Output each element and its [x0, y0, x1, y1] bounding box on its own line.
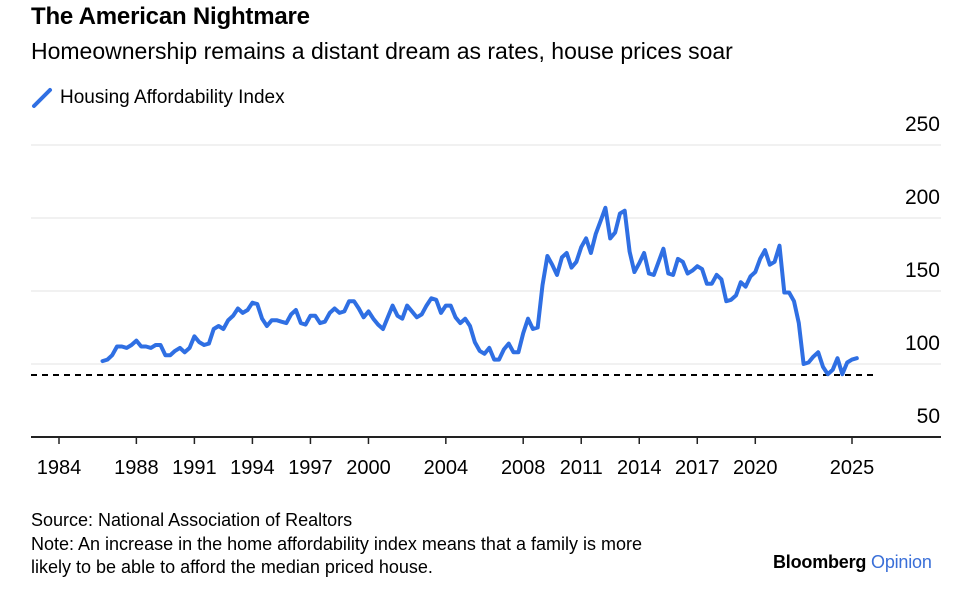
- y-tick-label: 50: [917, 405, 940, 428]
- x-tick-label: 2000: [346, 457, 391, 479]
- series-group: [100, 205, 859, 377]
- x-tick-label: 2020: [733, 457, 778, 479]
- y-tick-label: 200: [905, 186, 940, 209]
- grid-lines: [31, 144, 941, 365]
- y-tick-label: 150: [905, 259, 940, 282]
- x-axis: 1984 1988 1991 1994 1997 2000 2004 2008 2011 2014…: [31, 436, 941, 479]
- x-tick-label: 1988: [114, 457, 159, 479]
- legend-label: Housing Affordability Index: [60, 87, 285, 108]
- x-tick-label: 2025: [830, 457, 875, 479]
- source-note: Source: National Association of Realtors: [31, 510, 353, 530]
- brand-main: Bloomberg: [773, 552, 867, 572]
- chart-title: The American Nightmare: [31, 3, 310, 30]
- line-chart: 50 100 150 200 250 1984 1988 1991 1994 1997 2000 2…: [31, 113, 941, 479]
- y-tick-label: 100: [905, 332, 940, 355]
- legend: Housing Affordability Index: [31, 86, 285, 110]
- note-line-2: likely to be able to afford the median p…: [31, 557, 433, 577]
- brand-logo: Bloomberg Opinion: [773, 552, 932, 573]
- x-tick-label: 2004: [424, 457, 469, 479]
- x-tick-label: 1991: [172, 457, 217, 479]
- y-axis-ticks: 50 100 150 200 250: [905, 113, 940, 428]
- note-line-1: Note: An increase in the home affordabil…: [31, 534, 642, 554]
- x-tick-label: 1997: [288, 457, 333, 479]
- x-tick-label: 2008: [501, 457, 546, 479]
- x-tick-label: 2017: [675, 457, 720, 479]
- x-tick-label: 1984: [37, 457, 82, 479]
- chart-subtitle: Homeownership remains a distant dream as…: [31, 38, 733, 64]
- x-tick-label: 1994: [230, 457, 275, 479]
- x-tick-label: 2014: [617, 457, 662, 479]
- x-tick-label: 2011: [560, 457, 603, 479]
- series-line: [100, 205, 859, 377]
- legend-line-icon: [32, 88, 52, 108]
- y-tick-label: 250: [905, 113, 940, 136]
- brand-accent: Opinion: [871, 552, 932, 572]
